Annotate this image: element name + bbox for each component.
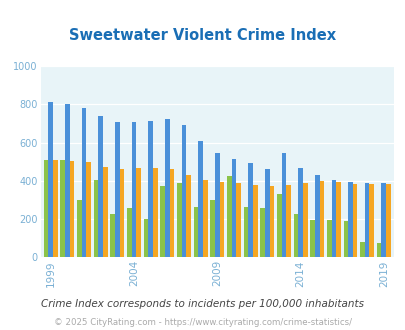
Bar [352,184,357,257]
Bar [43,160,48,257]
Bar [302,183,307,257]
Bar [181,125,186,257]
Bar [319,181,323,257]
Bar [98,116,102,257]
Bar [115,121,119,257]
Bar [65,104,69,257]
Bar [286,185,290,257]
Bar [264,169,269,257]
Bar [131,121,136,257]
Bar [381,183,385,257]
Bar [164,118,169,257]
Bar [376,243,381,257]
Bar [359,242,364,257]
Bar [252,185,257,257]
Bar [127,208,131,257]
Text: Sweetwater Violent Crime Index: Sweetwater Violent Crime Index [69,28,336,43]
Bar [226,176,231,257]
Bar [309,220,314,257]
Bar [198,141,202,257]
Bar [276,194,281,257]
Bar [314,175,319,257]
Bar [347,182,352,257]
Bar [193,207,198,257]
Bar [53,160,58,257]
Bar [169,169,174,257]
Bar [102,167,107,257]
Bar [326,220,331,257]
Bar [247,163,252,257]
Bar [385,184,390,257]
Bar [202,180,207,257]
Bar [269,185,273,257]
Bar [219,182,224,257]
Bar [148,120,153,257]
Bar [236,183,240,257]
Text: © 2025 CityRating.com - https://www.cityrating.com/crime-statistics/: © 2025 CityRating.com - https://www.city… [54,318,351,327]
Bar [369,184,373,257]
Bar [48,102,53,257]
Bar [210,200,214,257]
Bar [186,175,190,257]
Bar [281,153,286,257]
Bar [177,183,181,257]
Bar [110,214,115,257]
Bar [160,185,164,257]
Bar [293,214,297,257]
Bar [81,108,86,257]
Bar [364,183,369,257]
Bar [331,180,335,257]
Bar [231,159,236,257]
Bar [93,180,98,257]
Bar [297,168,302,257]
Bar [153,168,157,257]
Bar [69,161,74,257]
Bar [86,162,91,257]
Bar [136,168,141,257]
Bar [143,219,148,257]
Bar [343,221,347,257]
Bar [214,153,219,257]
Bar [119,169,124,257]
Bar [60,160,65,257]
Bar [260,208,264,257]
Text: Crime Index corresponds to incidents per 100,000 inhabitants: Crime Index corresponds to incidents per… [41,299,364,309]
Bar [77,200,81,257]
Bar [335,182,340,257]
Bar [243,207,247,257]
